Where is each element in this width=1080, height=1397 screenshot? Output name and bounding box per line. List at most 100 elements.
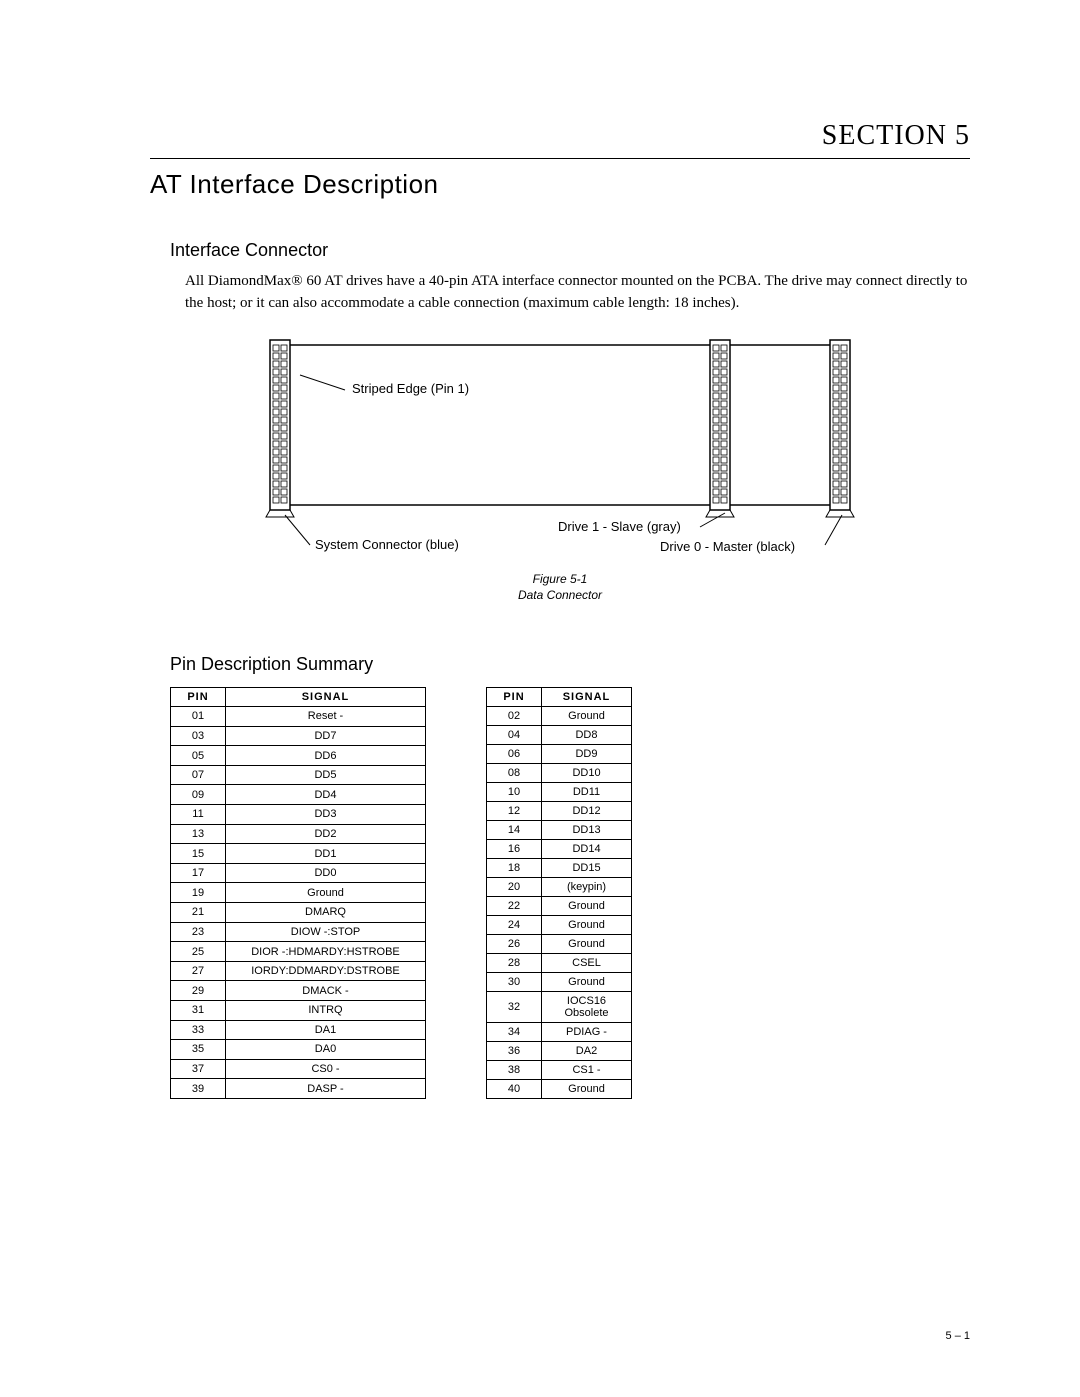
page-title: AT Interface Description bbox=[150, 169, 970, 200]
table-row: 08DD10 bbox=[487, 764, 632, 783]
cell-pin: 24 bbox=[487, 916, 542, 935]
cell-pin: 21 bbox=[171, 903, 226, 923]
cell-signal: DD11 bbox=[542, 783, 632, 802]
th-pin: PIN bbox=[171, 688, 226, 707]
table-row: 27IORDY:DDMARDY:DSTROBE bbox=[171, 961, 426, 981]
table-row: 16DD14 bbox=[487, 840, 632, 859]
table-row: 04DD8 bbox=[487, 726, 632, 745]
cell-signal: DA0 bbox=[226, 1040, 426, 1060]
pin-table-left: PIN SIGNAL 01Reset -03DD705DD607DD509DD4… bbox=[170, 687, 426, 1099]
cell-signal: DD0 bbox=[226, 863, 426, 883]
table-row: 09DD4 bbox=[171, 785, 426, 805]
th-signal: SIGNAL bbox=[226, 688, 426, 707]
cell-signal: Reset - bbox=[226, 707, 426, 727]
cell-pin: 05 bbox=[171, 746, 226, 766]
cell-pin: 37 bbox=[171, 1059, 226, 1079]
table-row: 03DD7 bbox=[171, 726, 426, 746]
cell-signal: IORDY:DDMARDY:DSTROBE bbox=[226, 961, 426, 981]
divider bbox=[150, 158, 970, 159]
table-row: 25DIOR -:HDMARDY:HSTROBE bbox=[171, 942, 426, 962]
cell-pin: 08 bbox=[487, 764, 542, 783]
cell-pin: 10 bbox=[487, 783, 542, 802]
table-row: 19Ground bbox=[171, 883, 426, 903]
table-row: 40Ground bbox=[487, 1080, 632, 1099]
th-pin: PIN bbox=[487, 688, 542, 707]
figure-caption-number: Figure 5-1 bbox=[150, 571, 970, 588]
section-header: SECTION 5 bbox=[150, 120, 970, 152]
label-striped-edge: Striped Edge (Pin 1) bbox=[352, 381, 469, 396]
cell-pin: 36 bbox=[487, 1042, 542, 1061]
cell-signal: DA2 bbox=[542, 1042, 632, 1061]
table-row: 13DD2 bbox=[171, 824, 426, 844]
cell-signal: DASP - bbox=[226, 1079, 426, 1099]
table-row: 12DD12 bbox=[487, 802, 632, 821]
subheading-pin-description: Pin Description Summary bbox=[170, 654, 970, 675]
table-row: 26Ground bbox=[487, 935, 632, 954]
cell-pin: 34 bbox=[487, 1023, 542, 1042]
table-row: 30Ground bbox=[487, 973, 632, 992]
table-row: 35DA0 bbox=[171, 1040, 426, 1060]
cell-signal: CS0 - bbox=[226, 1059, 426, 1079]
table-row: 28CSEL bbox=[487, 954, 632, 973]
cell-pin: 03 bbox=[171, 726, 226, 746]
cell-signal: DD1 bbox=[226, 844, 426, 864]
table-row: 20(keypin) bbox=[487, 878, 632, 897]
label-drive1: Drive 1 - Slave (gray) bbox=[558, 519, 681, 534]
page-number: 5 – 1 bbox=[946, 1330, 970, 1342]
cell-signal: INTRQ bbox=[226, 1001, 426, 1021]
table-row: 15DD1 bbox=[171, 844, 426, 864]
cell-pin: 32 bbox=[487, 992, 542, 1023]
pin-table-right: PIN SIGNAL 02Ground04DD806DD908DD1010DD1… bbox=[486, 687, 632, 1099]
cell-signal: DD13 bbox=[542, 821, 632, 840]
cell-signal: Ground bbox=[542, 897, 632, 916]
table-row: 29DMACK - bbox=[171, 981, 426, 1001]
cell-signal: Ground bbox=[542, 916, 632, 935]
cell-signal: CS1 - bbox=[542, 1061, 632, 1080]
cell-signal: DD14 bbox=[542, 840, 632, 859]
table-row: 18DD15 bbox=[487, 859, 632, 878]
cell-signal: IOCS16 Obsolete bbox=[542, 992, 632, 1023]
pin-tables: PIN SIGNAL 01Reset -03DD705DD607DD509DD4… bbox=[170, 687, 970, 1099]
table-row: 32IOCS16 Obsolete bbox=[487, 992, 632, 1023]
table-row: 37CS0 - bbox=[171, 1059, 426, 1079]
cell-pin: 15 bbox=[171, 844, 226, 864]
figure-data-connector: Striped Edge (Pin 1) System Connector (b… bbox=[150, 335, 970, 605]
figure-caption-title: Data Connector bbox=[150, 587, 970, 604]
table-row: 17DD0 bbox=[171, 863, 426, 883]
table-row: 33DA1 bbox=[171, 1020, 426, 1040]
table-row: 14DD13 bbox=[487, 821, 632, 840]
cell-signal: DD12 bbox=[542, 802, 632, 821]
cell-pin: 38 bbox=[487, 1061, 542, 1080]
table-row: 38CS1 - bbox=[487, 1061, 632, 1080]
cell-pin: 33 bbox=[171, 1020, 226, 1040]
paragraph-interface-connector: All DiamondMax® 60 AT drives have a 40-p… bbox=[185, 271, 970, 315]
cell-signal: Ground bbox=[542, 973, 632, 992]
table-row: 10DD11 bbox=[487, 783, 632, 802]
cell-pin: 13 bbox=[171, 824, 226, 844]
table-row: 05DD6 bbox=[171, 746, 426, 766]
cell-pin: 31 bbox=[171, 1001, 226, 1021]
cell-pin: 16 bbox=[487, 840, 542, 859]
cell-pin: 23 bbox=[171, 922, 226, 942]
cell-signal: Ground bbox=[226, 883, 426, 903]
cell-pin: 01 bbox=[171, 707, 226, 727]
cell-pin: 27 bbox=[171, 961, 226, 981]
cell-pin: 11 bbox=[171, 805, 226, 825]
table-row: 06DD9 bbox=[487, 745, 632, 764]
table-row: 23DIOW -:STOP bbox=[171, 922, 426, 942]
cell-signal: Ground bbox=[542, 935, 632, 954]
cell-signal: DD10 bbox=[542, 764, 632, 783]
cell-pin: 04 bbox=[487, 726, 542, 745]
cell-signal: Ground bbox=[542, 707, 632, 726]
cell-pin: 35 bbox=[171, 1040, 226, 1060]
cell-pin: 06 bbox=[487, 745, 542, 764]
label-drive0: Drive 0 - Master (black) bbox=[660, 539, 795, 554]
table-row: 34PDIAG - bbox=[487, 1023, 632, 1042]
cell-pin: 19 bbox=[171, 883, 226, 903]
cell-signal: DD6 bbox=[226, 746, 426, 766]
table-row: 36DA2 bbox=[487, 1042, 632, 1061]
cell-pin: 07 bbox=[171, 765, 226, 785]
cell-signal: DD8 bbox=[542, 726, 632, 745]
cell-signal: DIOW -:STOP bbox=[226, 922, 426, 942]
table-row: 01Reset - bbox=[171, 707, 426, 727]
